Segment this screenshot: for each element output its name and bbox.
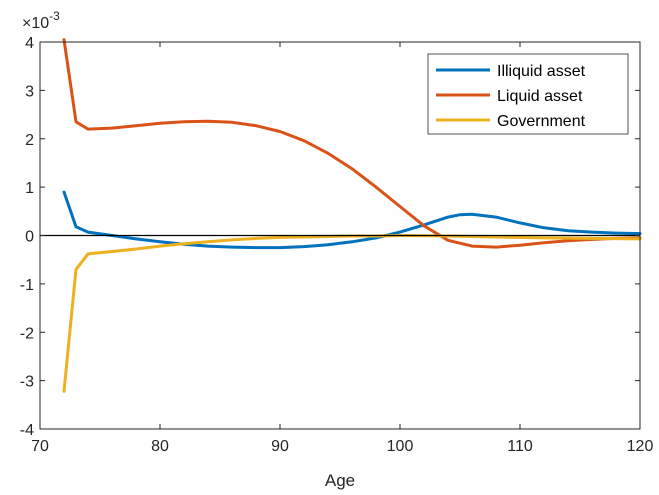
- series-layer: [62, 38, 642, 393]
- series-line-liquid-asset: [62, 38, 642, 249]
- y-tick-label: -2: [20, 325, 34, 342]
- x-tick-label: 110: [507, 438, 533, 455]
- y-exponent-power: -3: [49, 9, 60, 23]
- x-tick-label: 90: [271, 438, 289, 455]
- y-tick-label: 0: [25, 229, 34, 246]
- legend-label: Government: [497, 113, 586, 130]
- legend-label: Liquid asset: [497, 88, 583, 105]
- y-tick-label: 4: [25, 35, 34, 52]
- plot-area-frame: [39, 41, 641, 430]
- legend-items: Illiquid asset Liquid asset Government: [436, 63, 586, 130]
- y-tick-label: -1: [20, 277, 34, 294]
- series-line-illiquid-asset: [62, 190, 642, 250]
- x-axis-title: Age: [325, 471, 355, 490]
- y-tick-label: 1: [25, 180, 34, 197]
- y-tick-label: 2: [25, 132, 34, 149]
- y-tick-label: -3: [20, 374, 34, 391]
- x-tick-label: 80: [151, 438, 169, 455]
- x-tick-label: 120: [627, 438, 654, 455]
- y-tick-label: -4: [20, 422, 34, 439]
- y-tick-label: 3: [25, 83, 34, 100]
- legend: Illiquid asset Liquid asset Government: [427, 53, 629, 135]
- axis-ticks: 70 80 90 100 110 120 -4 -3 -2 -1 0 1 2 3 4: [20, 35, 654, 455]
- x-tick-label: 70: [31, 438, 49, 455]
- x-tick-label: 100: [387, 438, 414, 455]
- y-axis-exponent-label: ×10-3: [22, 9, 60, 32]
- series-line-government: [62, 234, 642, 393]
- legend-label: Illiquid asset: [497, 63, 586, 80]
- y-exponent-base: ×10: [22, 15, 49, 32]
